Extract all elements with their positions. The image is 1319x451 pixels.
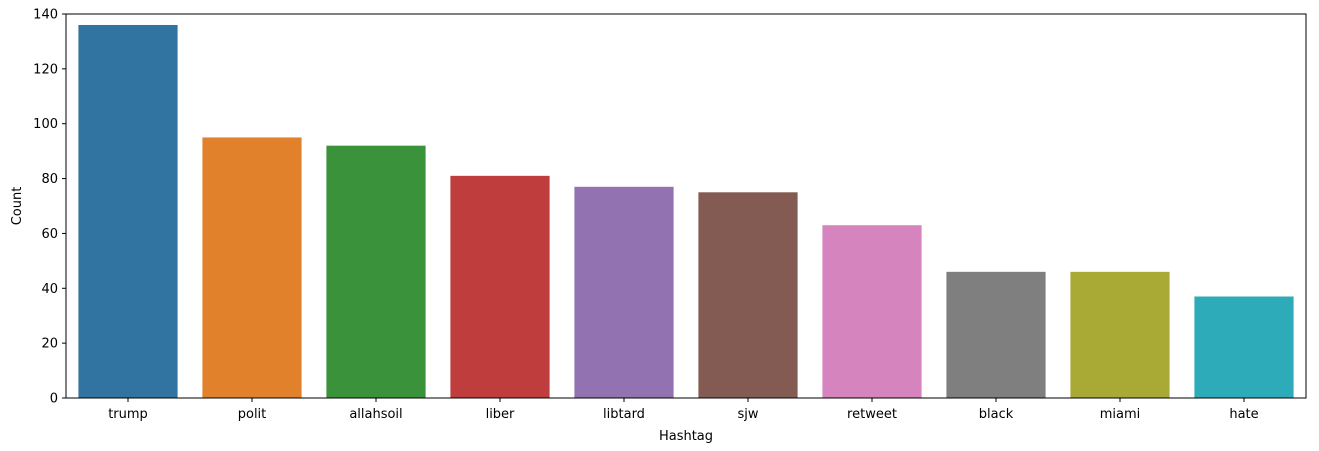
plot-frame <box>65 13 1307 399</box>
x-tick-label: liber <box>486 407 515 422</box>
y-tick-label: 120 <box>33 62 58 77</box>
y-tick-label: 80 <box>41 172 58 187</box>
y-tick-label: 140 <box>33 8 58 23</box>
x-tick-label: sjw <box>737 407 758 422</box>
x-tick-label: libtard <box>603 407 645 422</box>
y-axis: 0 20 40 60 80 100 120 140 <box>33 8 66 407</box>
bar-black <box>946 271 1046 398</box>
y-tick-label: 20 <box>41 337 58 352</box>
x-tick-label: miami <box>1100 407 1141 422</box>
bar-trump <box>78 24 178 398</box>
bar-sjw <box>698 192 798 398</box>
x-axis-label: Hashtag <box>659 429 713 444</box>
y-tick-label: 100 <box>33 117 58 132</box>
x-tick-label: black <box>979 407 1014 422</box>
y-tick-label: 60 <box>41 227 58 242</box>
x-tick-label: hate <box>1229 407 1258 422</box>
y-axis-label: Count <box>10 187 25 226</box>
bar-polit <box>202 137 302 398</box>
bar-libtard <box>574 186 674 398</box>
x-axis: trump polit allahsoil liber libtard sjw retwee… <box>108 398 1259 422</box>
bar-miami <box>1070 271 1170 398</box>
bar-hate <box>1194 296 1294 398</box>
bars-group <box>78 24 1294 398</box>
x-tick-label: polit <box>238 407 267 422</box>
x-tick-label: allahsoil <box>349 407 402 422</box>
bar-retweet <box>822 225 922 398</box>
x-tick-label: trump <box>108 407 148 422</box>
bar-liber <box>450 175 550 398</box>
x-tick-label: retweet <box>847 407 897 422</box>
bar-allahsoil <box>326 145 426 398</box>
y-tick-label: 40 <box>41 282 58 297</box>
y-tick-label: 0 <box>50 392 58 407</box>
